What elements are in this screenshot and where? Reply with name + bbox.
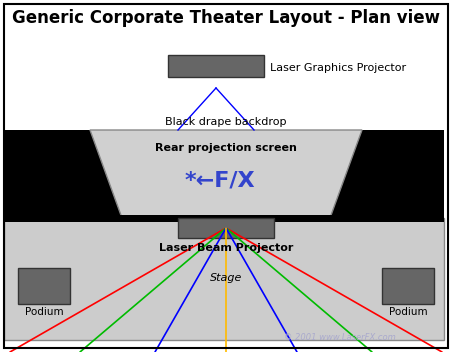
Text: Stage: Stage (209, 273, 242, 283)
Bar (168, 55, 263, 77)
Text: Black drape backdrop: Black drape backdrop (165, 117, 286, 127)
Bar (4, 218, 443, 340)
Text: Laser Beam Projector: Laser Beam Projector (158, 243, 293, 253)
Bar (178, 218, 273, 238)
Text: *←F/X: *←F/X (184, 170, 255, 190)
Text: Laser Graphics Projector: Laser Graphics Projector (269, 63, 405, 73)
Bar (4, 215, 443, 222)
Bar (4, 130, 443, 220)
Text: Rear projection screen: Rear projection screen (155, 143, 296, 153)
Text: Podium: Podium (388, 307, 426, 317)
Bar (18, 268, 70, 304)
Bar (381, 268, 433, 304)
Text: Generic Corporate Theater Layout - Plan view: Generic Corporate Theater Layout - Plan … (12, 9, 439, 27)
Text: Podium: Podium (25, 307, 63, 317)
Polygon shape (90, 130, 361, 218)
Text: © 2001 www.LaserFX.com: © 2001 www.LaserFX.com (284, 333, 395, 342)
